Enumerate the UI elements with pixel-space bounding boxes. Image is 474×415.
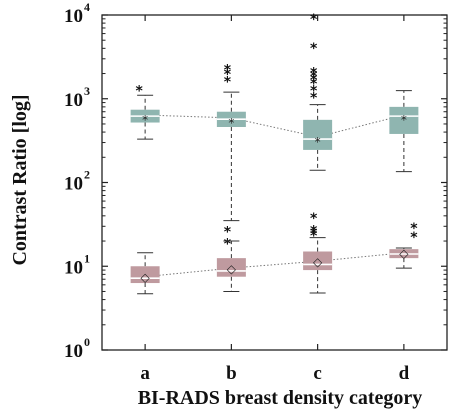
- x-tick-label: b: [226, 363, 237, 384]
- outlier-marker: *: [224, 225, 232, 241]
- y-tick-exponent: 0: [84, 335, 90, 349]
- y-axis-label: Contrast Ratio [log]: [9, 94, 31, 265]
- mean-marker: ◇: [313, 255, 323, 269]
- y-tick-label: 10: [64, 90, 83, 111]
- y-tick-exponent: 1: [84, 251, 90, 265]
- outlier-marker: *: [310, 76, 318, 92]
- outlier-marker: *: [310, 12, 318, 28]
- mean-trend-line: [145, 252, 404, 278]
- mean-marker: *: [142, 113, 148, 127]
- outlier-marker: *: [224, 67, 232, 83]
- y-tick-exponent: 4: [84, 0, 90, 14]
- outlier-marker: *: [135, 84, 143, 100]
- outlier-marker: *: [310, 211, 318, 227]
- outlier-marker: *: [310, 228, 318, 244]
- mean-marker: *: [228, 116, 234, 130]
- y-tick-label: 10: [64, 257, 83, 278]
- outlier-marker: *: [410, 230, 418, 246]
- y-tick-label: 10: [64, 6, 83, 27]
- box: [389, 106, 419, 134]
- outlier-marker: *: [310, 91, 318, 107]
- outlier-marker: *: [310, 84, 318, 100]
- x-tick-label: c: [313, 363, 321, 384]
- y-tick-label: 10: [64, 174, 83, 195]
- mean-marker: ◇: [227, 262, 237, 276]
- mean-marker: *: [315, 135, 321, 149]
- outlier-marker: *: [224, 62, 232, 78]
- x-tick-label: a: [140, 363, 150, 384]
- x-tick-label: d: [399, 363, 410, 384]
- box: [303, 119, 333, 150]
- mean-marker: ◇: [141, 271, 151, 285]
- outlier-marker: *: [310, 65, 318, 81]
- outlier-marker: *: [310, 41, 318, 57]
- outlier-marker: *: [310, 226, 318, 242]
- plot-frame: [101, 14, 448, 351]
- x-axis-label: BI-RADS breast density category: [138, 387, 423, 409]
- mean-marker: ◇: [399, 247, 409, 261]
- outlier-marker: *: [410, 221, 418, 237]
- box: [303, 251, 333, 271]
- mean-trend-line: [145, 114, 404, 138]
- outlier-marker: *: [310, 223, 318, 239]
- y-tick-exponent: 3: [84, 84, 90, 98]
- outlier-marker: *: [224, 74, 232, 90]
- outlier-marker: *: [310, 72, 318, 88]
- y-tick-label: 10: [64, 341, 83, 362]
- box: [216, 258, 246, 277]
- mean-marker: *: [401, 113, 407, 127]
- outlier-marker: *: [310, 69, 318, 85]
- y-tick-exponent: 2: [84, 168, 90, 182]
- outlier-marker: *: [224, 236, 232, 252]
